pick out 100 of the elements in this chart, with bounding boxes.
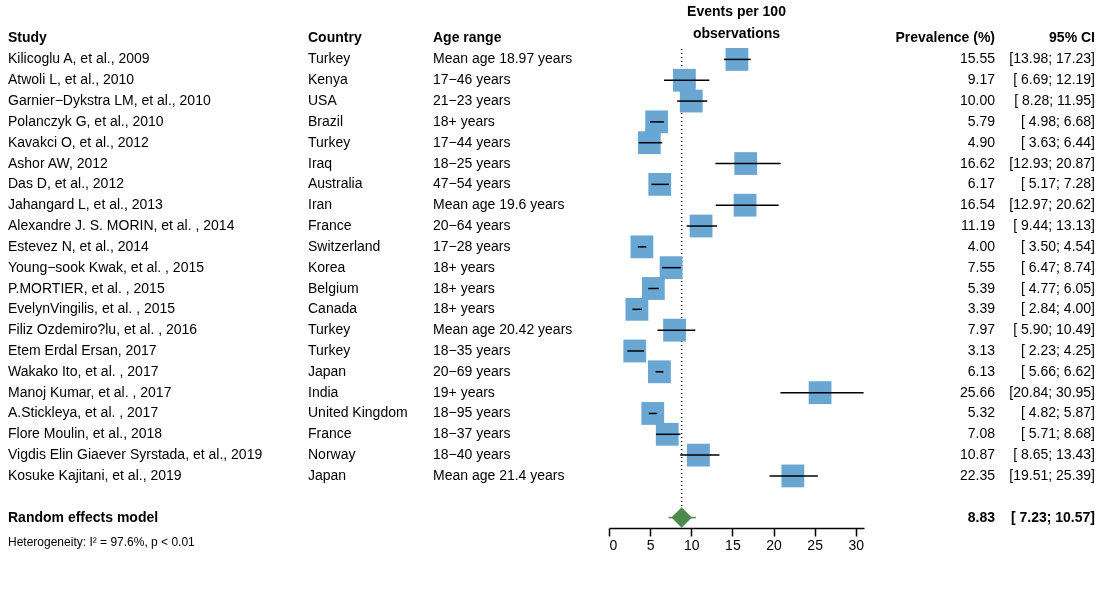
category-label: [ 8.65; 13.43]: [1013, 446, 1095, 463]
category-label: [ 2.84; 4.00]: [1021, 300, 1095, 317]
category-label: Kosuke Kajitani, et al., 2019: [8, 466, 182, 483]
text: 95% CI: [1049, 29, 1095, 45]
category-label: Canada: [308, 300, 358, 317]
category-label: 18−95 years: [433, 404, 511, 421]
category-label: 18−37 years: [433, 425, 511, 442]
category-label: P.MORTIER, et al. , 2015: [8, 279, 165, 296]
category-label: Norway: [308, 446, 356, 463]
category-label: Belgium: [308, 279, 359, 296]
point: [687, 443, 710, 467]
category-label: 5.32: [967, 404, 996, 421]
category-label: [ 5.66; 6.62]: [1021, 362, 1095, 379]
category-label: [ 5.17; 7.28]: [1021, 175, 1095, 192]
category-label: Japan: [308, 362, 347, 379]
category-label: [ 5.90; 10.49]: [1013, 321, 1095, 338]
category-label: Wakako Ito, et al. , 2017: [8, 362, 159, 379]
x-tick-label: 20: [766, 536, 783, 553]
text: Age range: [433, 29, 502, 45]
category-label: 19+ years: [433, 383, 495, 400]
point: [725, 48, 749, 71]
point: [655, 422, 679, 446]
category-label: France: [308, 217, 352, 234]
point: [648, 172, 672, 196]
category-label: [ 8.28; 11.95]: [1014, 92, 1095, 109]
chart-title: Events per 100 observations: [687, 3, 787, 41]
category-label: 18+ years: [433, 300, 495, 317]
category-label: [19.51; 25.39]: [1009, 466, 1095, 483]
category-label: 3.39: [967, 300, 996, 317]
point: [623, 339, 647, 363]
category-label: Korea: [308, 258, 346, 275]
category-label: Mean age 21.4 years: [433, 466, 565, 483]
category-label: [12.93; 20.87]: [1009, 154, 1095, 171]
category-label: 16.54: [959, 196, 996, 213]
category-label: Etem Erdal Ersan, 2017: [8, 341, 157, 358]
category-label: Kavakci O, et al., 2012: [8, 133, 150, 150]
category-label: [ 9.44; 13.13]: [1013, 217, 1095, 234]
category-label: 10.87: [959, 446, 996, 463]
category-label: Turkey: [308, 50, 351, 67]
point: [734, 152, 758, 175]
category-label: Turkey: [308, 321, 351, 338]
text: Country: [308, 29, 362, 45]
category-label: 6.13: [967, 362, 996, 379]
category-label: Australia: [308, 175, 363, 192]
point: [671, 507, 692, 528]
category-label: 5.79: [967, 112, 996, 129]
category-label: [ 4.98; 6.68]: [1021, 112, 1095, 129]
category-label: [ 6.47; 8.74]: [1021, 258, 1095, 275]
category-label: Young−sook Kwak, et al. , 2015: [8, 258, 205, 275]
category-label: EvelynVingilis, et al. , 2015: [8, 300, 176, 317]
category-label: [ 6.69; 12.19]: [1013, 71, 1095, 88]
category-label: [ 4.77; 6.05]: [1021, 279, 1095, 296]
category-label: Vigdis Elin Giaever Syrstada, et al., 2019: [8, 446, 263, 463]
category-label: Mean age 19.6 years: [433, 196, 565, 213]
category-label: India: [308, 383, 339, 400]
category-label: Switzerland: [308, 237, 381, 254]
category-label: 3.13: [967, 341, 996, 358]
category-label: Filiz Ozdemiro?lu, et al. , 2016: [8, 321, 198, 338]
category-label: 5.39: [967, 279, 996, 296]
category-label: 9.17: [967, 71, 996, 88]
category-label: [ 4.82; 5.87]: [1021, 404, 1095, 421]
category-label: 15.55: [959, 50, 996, 67]
point: [659, 256, 683, 280]
category-label: [ 2.23; 4.25]: [1021, 341, 1095, 358]
category-label: Mean age 20.42 years: [433, 321, 573, 338]
point: [625, 297, 649, 321]
category-label: Jahangard L, et al., 2013: [8, 196, 164, 213]
category-label: 20−69 years: [433, 362, 511, 379]
x-tick-label: 0: [609, 536, 618, 553]
category-label: Garnier−Dykstra LM, et al., 2010: [8, 92, 211, 109]
category-label: 10.00: [959, 92, 996, 109]
category-label: Kilicoglu A, et al., 2009: [8, 50, 150, 67]
category-label: 11.19: [961, 217, 996, 234]
x-tick-label: 30: [848, 536, 865, 553]
category-label: Iraq: [308, 154, 333, 171]
category-label: 20−64 years: [433, 217, 511, 234]
x-tick-label: 10: [683, 536, 700, 553]
text: Heterogeneity: I² = 97.6%, p < 0.01: [8, 535, 196, 549]
category-label: Japan: [308, 466, 347, 483]
category-label: [ 5.71; 8.68]: [1021, 425, 1095, 442]
category-label: 18−40 years: [433, 446, 511, 463]
category-label: 16.62: [959, 154, 996, 171]
category-label: 18+ years: [433, 279, 495, 296]
category-label: 18−25 years: [433, 154, 511, 171]
category-label: Mean age 18.97 years: [433, 50, 573, 67]
category-label: 18+ years: [433, 258, 495, 275]
category-label: 21−23 years: [433, 92, 511, 109]
point: [630, 235, 654, 259]
category-label: United Kingdom: [308, 404, 408, 421]
category-label: USA: [308, 92, 338, 109]
category-label: Iran: [308, 196, 333, 213]
category-label: 7.55: [967, 258, 996, 275]
text: Study: [8, 29, 48, 45]
point: [641, 277, 665, 300]
category-label: Manoj Kumar, et al. , 2017: [8, 383, 172, 400]
category-label: 4.00: [967, 237, 996, 254]
category-label: [12.97; 20.62]: [1009, 196, 1095, 213]
category-label: [ 3.63; 6.44]: [1021, 133, 1095, 150]
category-label: 17−44 years: [433, 133, 511, 150]
category-label: Flore Moulin, et al., 2018: [8, 425, 163, 442]
